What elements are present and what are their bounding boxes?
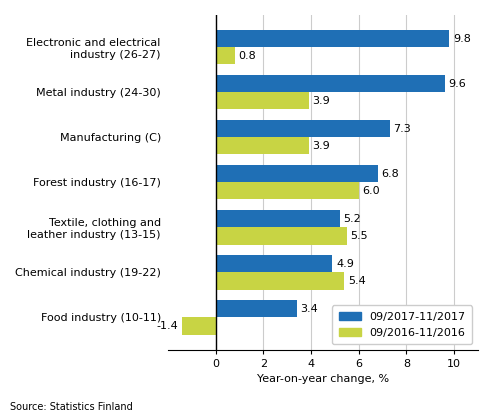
Text: 6.8: 6.8: [382, 169, 399, 179]
Bar: [215, 120, 390, 137]
Text: 3.4: 3.4: [300, 304, 318, 314]
Bar: [215, 47, 235, 64]
Text: 5.5: 5.5: [351, 231, 368, 241]
Text: 5.2: 5.2: [343, 214, 361, 224]
Bar: [182, 317, 215, 334]
Text: 9.8: 9.8: [453, 34, 471, 44]
Bar: [215, 300, 297, 317]
Bar: [215, 75, 445, 92]
Text: 3.9: 3.9: [312, 141, 330, 151]
X-axis label: Year-on-year change, %: Year-on-year change, %: [257, 374, 389, 384]
Bar: [215, 255, 332, 272]
Text: Source: Statistics Finland: Source: Statistics Finland: [10, 402, 133, 412]
Bar: [215, 272, 345, 290]
Bar: [215, 165, 378, 182]
Bar: [215, 137, 309, 154]
Bar: [215, 92, 309, 109]
Bar: [215, 210, 340, 228]
Bar: [215, 30, 449, 47]
Text: 9.6: 9.6: [448, 79, 466, 89]
Text: 0.8: 0.8: [238, 51, 256, 61]
Text: 5.4: 5.4: [348, 276, 366, 286]
Legend: 09/2017-11/2017, 09/2016-11/2016: 09/2017-11/2017, 09/2016-11/2016: [332, 305, 472, 344]
Text: 7.3: 7.3: [393, 124, 411, 134]
Bar: [215, 182, 359, 200]
Text: 3.9: 3.9: [312, 96, 330, 106]
Text: 6.0: 6.0: [362, 186, 380, 196]
Text: -1.4: -1.4: [157, 321, 178, 331]
Bar: [215, 228, 347, 245]
Text: 4.9: 4.9: [336, 259, 354, 269]
